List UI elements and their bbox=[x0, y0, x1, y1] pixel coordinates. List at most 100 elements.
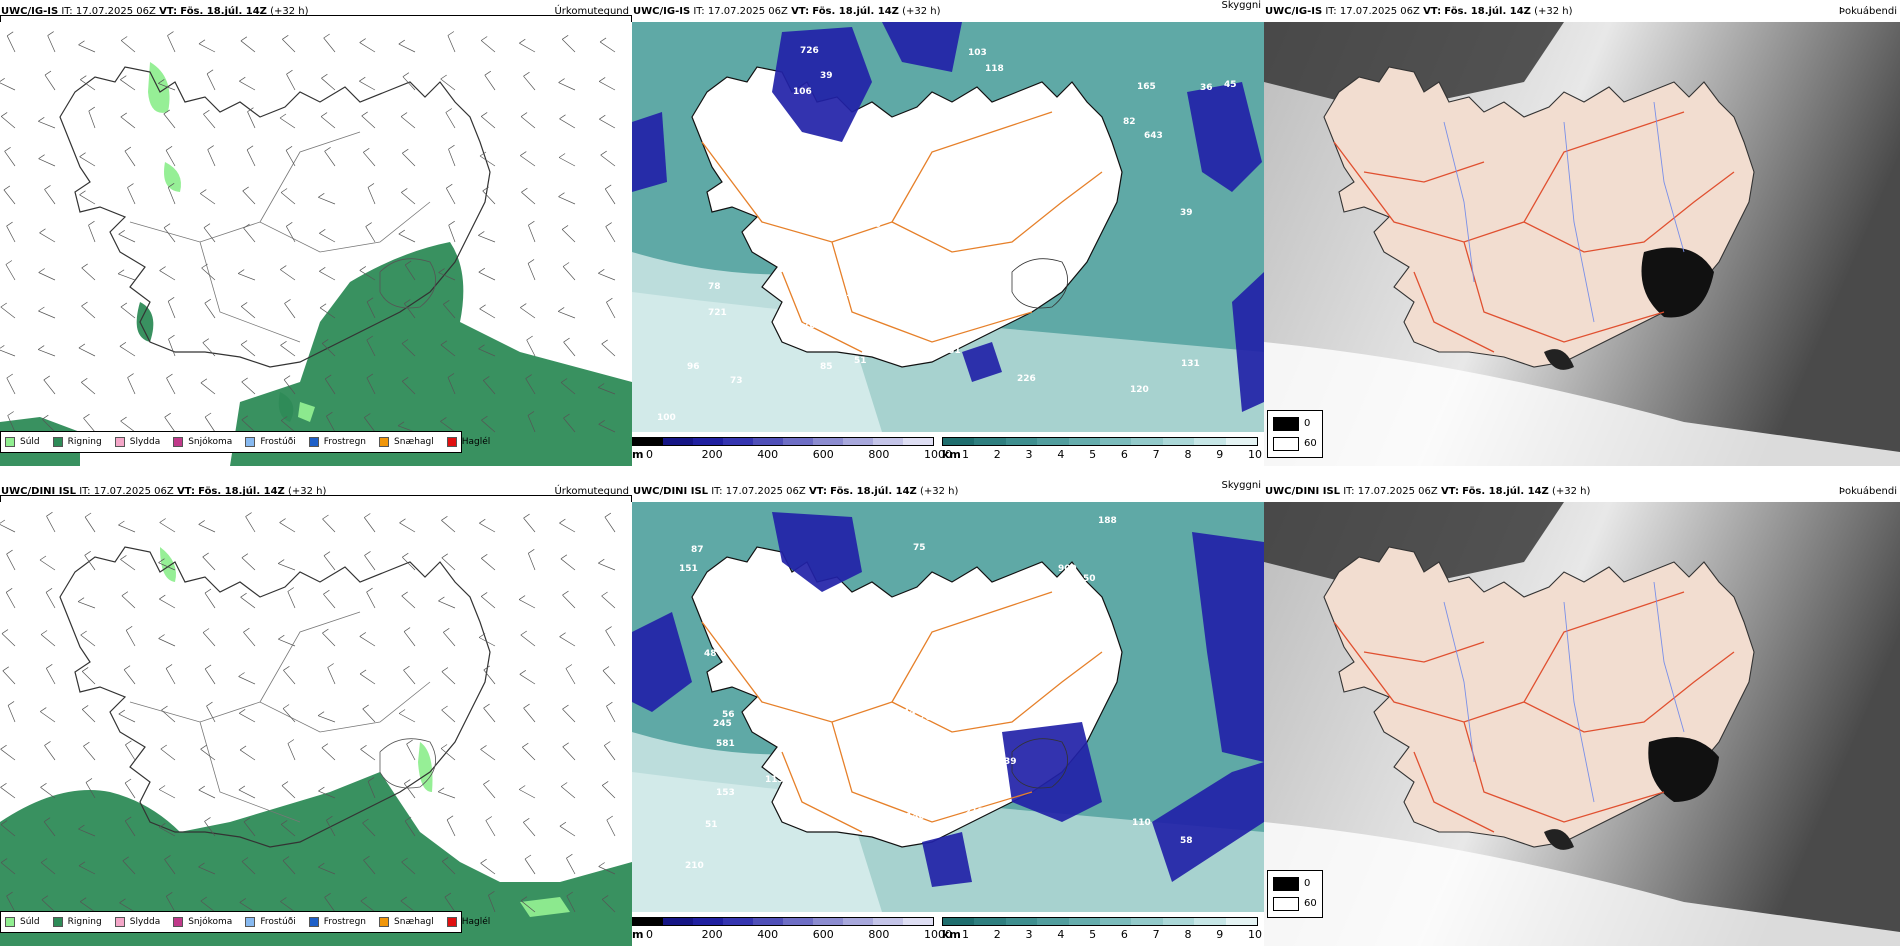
wind-barb bbox=[38, 349, 56, 357]
legend-label: Rigning bbox=[67, 437, 102, 447]
scale-color-strip bbox=[632, 437, 934, 446]
wind-barb-flag bbox=[7, 701, 15, 706]
wind-barb bbox=[206, 705, 216, 723]
wind-barb bbox=[127, 187, 136, 205]
wind-barb bbox=[520, 155, 536, 167]
wind-barb-flag bbox=[44, 185, 51, 190]
fog-legend-swatch bbox=[1273, 877, 1299, 891]
wind-barb bbox=[281, 785, 296, 799]
wind-barb-flag bbox=[319, 303, 327, 309]
legend-swatch bbox=[5, 917, 15, 927]
wind-barb-flag bbox=[402, 72, 410, 77]
wind-barb-flag bbox=[323, 589, 330, 595]
wind-barb bbox=[399, 522, 416, 533]
wind-barb bbox=[0, 306, 16, 319]
wind-barb-flag bbox=[80, 75, 87, 80]
wind-barb bbox=[80, 79, 96, 91]
wind-barb bbox=[360, 749, 376, 761]
wind-barb bbox=[78, 44, 96, 53]
scale-tick-label: 200 bbox=[701, 448, 723, 461]
wind-barb bbox=[125, 744, 136, 761]
wind-barb bbox=[324, 897, 336, 913]
wind-barb-flag bbox=[124, 146, 132, 152]
wind-barb bbox=[198, 866, 216, 875]
wind-barb bbox=[200, 382, 216, 395]
legend-label: Slydda bbox=[129, 437, 161, 447]
wind-barb bbox=[44, 74, 56, 91]
wind-barb-flag bbox=[319, 267, 326, 272]
wind-barb bbox=[443, 304, 456, 319]
wind-barb-flag bbox=[88, 106, 95, 112]
wind-barb-flag bbox=[446, 815, 454, 821]
legend-swatch bbox=[114, 437, 125, 447]
scale-tick-label: 7 bbox=[1152, 448, 1160, 461]
cloud-base-label: 53 bbox=[947, 264, 960, 274]
legend-label: Snæhagl bbox=[394, 437, 434, 447]
cloud-base-label: 156 bbox=[862, 220, 881, 230]
scale-tick-label: 5 bbox=[1089, 928, 1097, 941]
vt-value: Fös. 18.júl. 14Z bbox=[830, 486, 917, 497]
scale-tick-label: 10 bbox=[1248, 928, 1262, 941]
wind-barb bbox=[120, 79, 136, 91]
scale-tick-label: 600 bbox=[812, 928, 834, 941]
wind-barb bbox=[198, 43, 216, 53]
legend-item: Slydda bbox=[114, 437, 161, 447]
wind-barb bbox=[279, 522, 296, 533]
wind-barb bbox=[6, 35, 16, 53]
cloud-base-label: 721 bbox=[708, 308, 727, 318]
wind-barb-flag bbox=[120, 75, 127, 80]
wind-barb-flag bbox=[164, 855, 171, 860]
wind-barb bbox=[202, 632, 216, 647]
wind-barb-flag bbox=[6, 588, 13, 593]
wind-barb bbox=[359, 42, 376, 53]
wind-barb bbox=[239, 902, 256, 913]
wind-barb bbox=[479, 308, 496, 319]
scale-tick-label: 5 bbox=[1089, 448, 1097, 461]
wind-barb bbox=[520, 307, 536, 319]
wind-barb bbox=[198, 524, 216, 533]
wind-barb-flag bbox=[560, 378, 568, 383]
precip-legend: Súld Rigning Slydda Snjókoma Frostúði Frostre… bbox=[0, 911, 490, 933]
cloud-base-label: 81 bbox=[931, 777, 944, 787]
wind-barb bbox=[239, 712, 256, 723]
wind-barb bbox=[0, 748, 16, 761]
cloud-base-label: 66 bbox=[880, 199, 893, 209]
legend-swatch bbox=[173, 437, 184, 447]
wind-barb-flag bbox=[285, 146, 293, 151]
wind-barb-flag bbox=[198, 862, 205, 868]
wind-barb-flag bbox=[440, 74, 447, 80]
wind-barb-flag bbox=[281, 416, 288, 421]
wind-barb-flag bbox=[7, 31, 14, 37]
wind-barb-flag bbox=[158, 634, 165, 639]
wind-barb-flag bbox=[119, 342, 127, 347]
wind-barb bbox=[163, 113, 176, 129]
river-network bbox=[1443, 101, 1685, 323]
wind-barb bbox=[401, 192, 416, 205]
wind-barb-flag bbox=[287, 587, 294, 592]
wind-barb-flag bbox=[286, 222, 293, 227]
cloud-base-label: 87 bbox=[993, 310, 1006, 320]
wind-barb bbox=[204, 303, 216, 319]
wind-barb-flag bbox=[441, 553, 448, 559]
wind-barb-flag bbox=[478, 633, 486, 638]
legend-item: Frostregn bbox=[308, 917, 366, 927]
wind-barb-flag bbox=[560, 554, 568, 560]
wind-barb bbox=[364, 555, 376, 571]
scale-swatch bbox=[843, 918, 873, 925]
wind-barb-flag bbox=[243, 817, 251, 823]
lead-time: (+32 h) bbox=[920, 486, 959, 497]
wind-barb bbox=[159, 522, 176, 533]
wind-barb-flag bbox=[241, 302, 248, 307]
wind-barb bbox=[78, 347, 96, 357]
wind-barb-flag bbox=[164, 412, 171, 418]
legend-item: Frostúði bbox=[245, 917, 296, 927]
wind-barb-flag bbox=[163, 223, 171, 228]
scale-swatch bbox=[753, 438, 783, 445]
wind-barb-flag bbox=[240, 340, 248, 345]
wind-barb bbox=[240, 40, 256, 53]
wind-barb bbox=[406, 743, 416, 761]
panel-header: UWC/IG-IS IT: 17.07.2025 06Z VT: Fös. 18… bbox=[632, 0, 1264, 20]
cloud-base-label: 211 bbox=[965, 807, 984, 817]
wind-barb-flag bbox=[118, 709, 125, 715]
wind-barb-flag bbox=[238, 785, 246, 791]
